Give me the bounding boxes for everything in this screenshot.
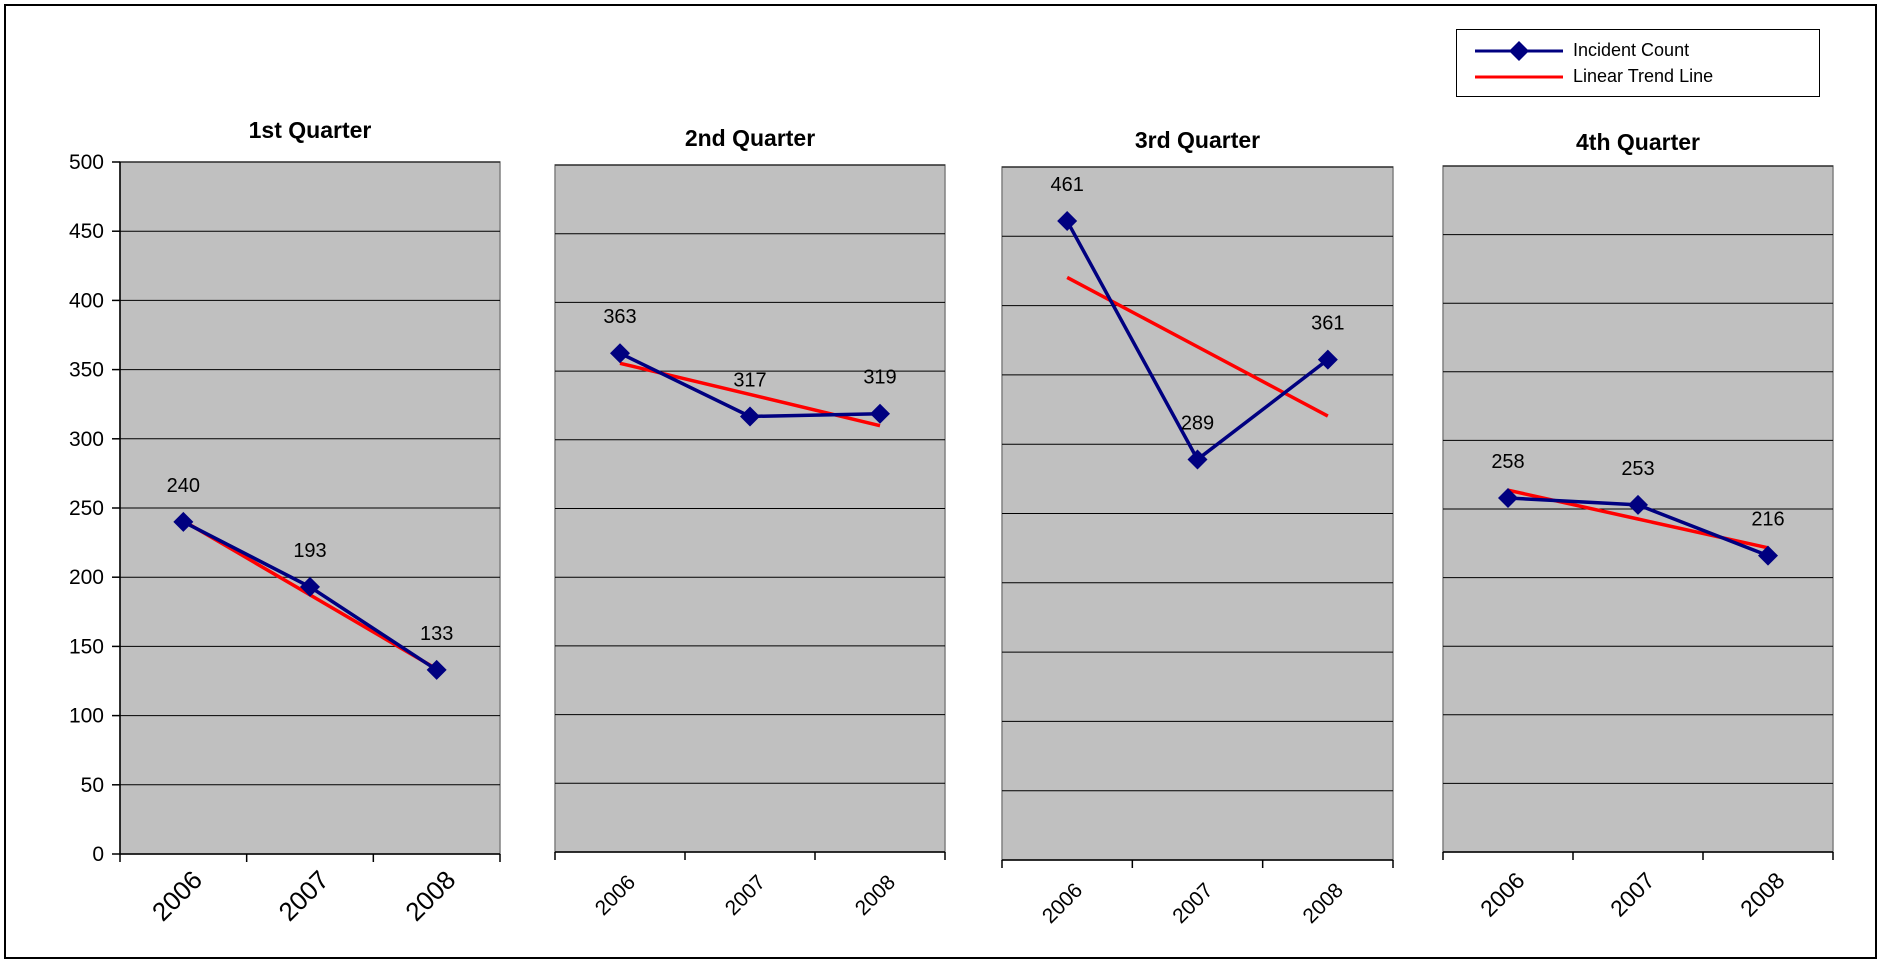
- data-label: 258: [1491, 451, 1524, 473]
- data-label: 133: [420, 623, 453, 645]
- legend-item-trend-line: Linear Trend Line: [1457, 64, 1819, 90]
- legend-label-incident-count: Incident Count: [1573, 40, 1690, 60]
- x-tick-label: 2007: [273, 865, 335, 927]
- x-tick-label: 2006: [591, 871, 640, 920]
- data-point-marker: [173, 511, 194, 532]
- legend: Incident Count Linear Trend Line: [1456, 29, 1820, 97]
- data-label: 289: [1181, 412, 1214, 434]
- data-point-marker: [1187, 449, 1208, 470]
- y-tick-label: 250: [69, 497, 104, 520]
- x-tick-label: 2007: [1168, 879, 1217, 928]
- data-point-marker: [1057, 211, 1078, 232]
- y-tick-label: 400: [69, 289, 104, 312]
- legend-swatch-trend-line: [1475, 75, 1563, 79]
- x-tick-label: 2008: [1735, 867, 1790, 922]
- data-label: 319: [863, 367, 896, 389]
- y-tick-label: 50: [81, 774, 104, 797]
- data-point-marker: [740, 406, 760, 427]
- y-tick-label: 350: [69, 359, 104, 382]
- data-point-marker: [300, 576, 320, 597]
- chart-title: 1st Quarter: [249, 117, 372, 143]
- legend-swatch-incident-count: [1475, 41, 1563, 61]
- x-tick-label: 2007: [721, 871, 770, 920]
- data-point-marker: [1498, 488, 1518, 509]
- chart-title: 2nd Quarter: [685, 125, 815, 151]
- data-point-marker: [1628, 494, 1648, 515]
- x-tick-label: 2008: [851, 871, 900, 920]
- x-tick-label: 2008: [399, 865, 461, 927]
- legend-item-incident-count: Incident Count: [1457, 38, 1819, 64]
- x-tick-label: 2007: [1605, 867, 1660, 922]
- x-tick-label: 2006: [1038, 879, 1087, 928]
- x-tick-label: 2006: [1475, 867, 1530, 922]
- data-label: 461: [1050, 174, 1083, 196]
- data-label: 216: [1751, 509, 1784, 531]
- x-tick-label: 2006: [146, 865, 208, 927]
- data-label: 193: [293, 540, 326, 562]
- data-label: 253: [1621, 458, 1654, 480]
- y-tick-label: 450: [69, 220, 104, 243]
- y-tick-label: 150: [69, 635, 104, 658]
- y-tick-label: 100: [69, 705, 104, 728]
- data-point-marker: [426, 659, 447, 680]
- data-label: 317: [733, 369, 766, 391]
- legend-label-trend-line: Linear Trend Line: [1573, 66, 1714, 86]
- y-tick-label: 200: [69, 566, 104, 589]
- x-tick-label: 2008: [1299, 879, 1348, 928]
- data-label: 363: [603, 306, 636, 328]
- data-point-marker: [610, 343, 630, 364]
- data-point-marker: [1317, 349, 1338, 370]
- data-label: 361: [1311, 313, 1344, 335]
- data-label: 240: [167, 475, 200, 497]
- chart-title: 3rd Quarter: [1135, 127, 1260, 153]
- data-point-marker: [1758, 545, 1778, 566]
- y-tick-label: 500: [69, 151, 104, 174]
- y-tick-label: 300: [69, 428, 104, 451]
- chart-title: 4th Quarter: [1576, 129, 1700, 155]
- data-point-marker: [870, 403, 890, 424]
- y-tick-label: 0: [92, 843, 104, 866]
